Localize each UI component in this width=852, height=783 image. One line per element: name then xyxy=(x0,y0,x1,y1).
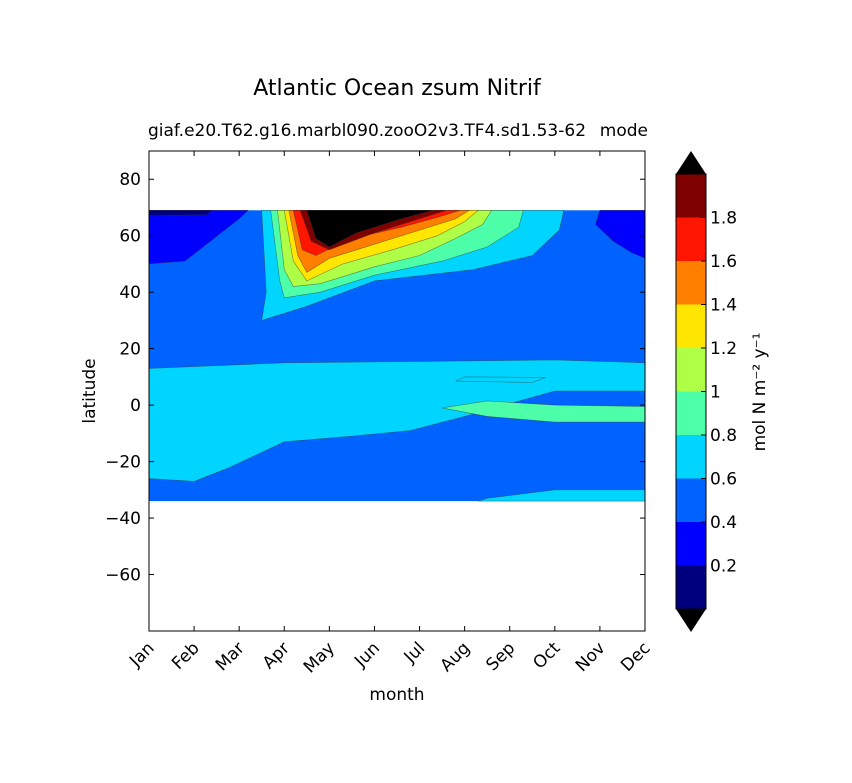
colorbar-segment xyxy=(676,478,706,522)
colorbar-extend-top xyxy=(676,151,706,174)
colorbar-tick-label: 1.4 xyxy=(710,296,737,316)
x-axis-label: month xyxy=(369,685,424,705)
x-tick-label: Jan xyxy=(125,638,158,671)
y-tick-label: 0 xyxy=(130,396,141,416)
x-tick-label: Nov xyxy=(572,638,610,676)
colorbar-segment xyxy=(676,522,706,566)
x-tick-label: Jun xyxy=(350,638,384,672)
colorbar-segment xyxy=(676,174,706,218)
colorbar-tick-label: 1.6 xyxy=(710,252,737,272)
colorbar-extend-bottom xyxy=(676,609,706,632)
colorbar-segment xyxy=(676,435,706,479)
y-tick-label: −60 xyxy=(105,566,141,586)
x-tick-label: Aug xyxy=(437,638,475,676)
chart-title: Atlantic Ocean zsum Nitrif xyxy=(253,76,541,101)
contour-region-west-high-lat xyxy=(148,210,249,265)
chart-subtitle: giaf.e20.T62.g16.marbl090.zooO2v3.TF4.sd… xyxy=(148,121,587,141)
colorbar-segment xyxy=(676,261,706,305)
colorbar-label: mol N m⁻² y⁻¹ xyxy=(750,333,770,452)
colorbar-tick-label: 0.2 xyxy=(710,557,737,577)
x-tick-label: Dec xyxy=(617,638,654,675)
x-tick-label: Feb xyxy=(168,638,203,673)
colorbar-segment xyxy=(676,565,706,609)
colorbar-tick-label: 0.4 xyxy=(710,513,737,533)
y-tick-label: 20 xyxy=(119,340,141,360)
y-tick-label: 80 xyxy=(119,170,141,190)
y-tick-label: 60 xyxy=(119,227,141,247)
colorbar-segment xyxy=(676,348,706,392)
y-tick-label: −20 xyxy=(105,453,141,473)
colorbar-tick-label: 1.2 xyxy=(710,339,737,359)
colorbar-tick-label: 1.8 xyxy=(710,209,737,229)
plot-frame xyxy=(148,150,646,632)
x-tick-label: Mar xyxy=(212,638,249,675)
contour-region-tropical-streak xyxy=(455,376,546,383)
contour-region-bloom-7 xyxy=(306,210,434,248)
colorbar-tick-label: 0.8 xyxy=(710,426,737,446)
x-tick-label: Apr xyxy=(259,638,294,673)
contour-region-tropics xyxy=(148,359,646,482)
y-tick-label: −40 xyxy=(105,509,141,529)
y-tick-label: 40 xyxy=(119,283,141,303)
x-tick-label: Sep xyxy=(482,638,519,675)
colorbar-segment xyxy=(676,217,706,261)
x-tick-label: Oct xyxy=(529,638,564,673)
colorbar-tick-label: 0.6 xyxy=(710,470,737,490)
x-tick-label: Jul xyxy=(400,638,429,667)
y-axis-label: latitude xyxy=(80,358,100,423)
chart-subtitle-right: mode xyxy=(599,121,648,141)
x-tick-label: May xyxy=(300,638,339,677)
colorbar-segment xyxy=(676,304,706,348)
colorbar-tick-label: 1 xyxy=(710,383,721,403)
colorbar-segment xyxy=(676,391,706,435)
